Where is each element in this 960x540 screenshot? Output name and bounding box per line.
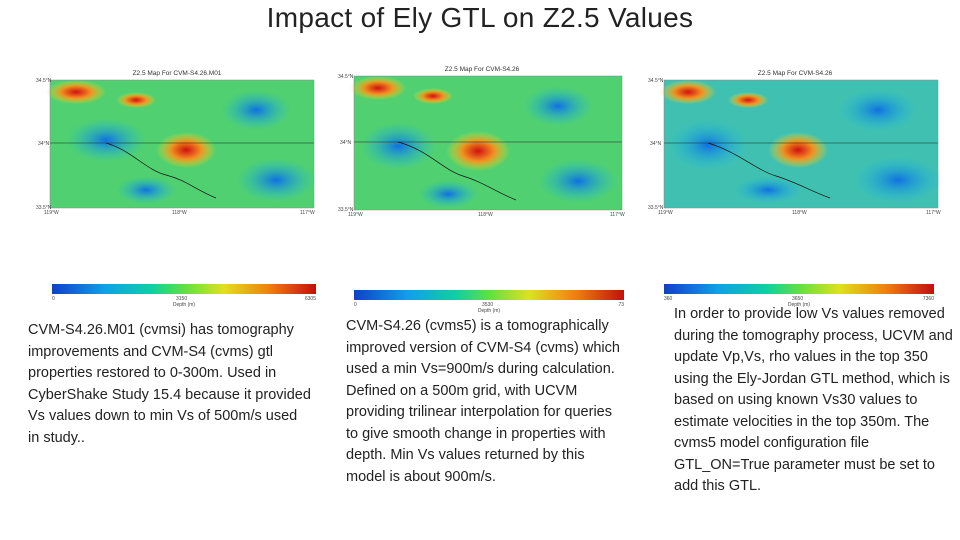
colorbar-max: 7360 bbox=[922, 296, 934, 302]
lon-left-label: 119°W bbox=[658, 210, 673, 216]
colorbar-min: 0 bbox=[354, 302, 357, 308]
colorbar-label: Depth (m) bbox=[172, 302, 196, 308]
colorbar-label: Depth (m) bbox=[787, 302, 811, 308]
colorbar-max: 73 bbox=[618, 302, 624, 308]
lat-top-label: 34.5°N bbox=[338, 74, 354, 80]
description-2: CVM-S4.26 (cvms5) is a tomographically i… bbox=[346, 318, 620, 485]
colorbar-gradient bbox=[52, 284, 316, 294]
page-title: Impact of Ely GTL on Z2.5 Values bbox=[266, 2, 694, 33]
z25-heatmap bbox=[46, 79, 316, 209]
colorbar-label: Depth (m) bbox=[477, 308, 501, 314]
colorbar-1: 0 3150 6305 Depth (m) bbox=[52, 284, 316, 310]
z25-heatmap bbox=[350, 75, 623, 211]
lon-mid-label: 118°W bbox=[172, 210, 187, 216]
colorbar-max: 6305 bbox=[304, 296, 316, 302]
colorbar-gradient bbox=[664, 284, 934, 294]
map-panel-3: Z2.5 Map For CVM-S4.26 34.5°N 34°N 33.5°… bbox=[648, 70, 942, 220]
colorbar-mid: 3650 bbox=[792, 296, 804, 302]
lat-bottom-label: 33.5°N bbox=[648, 205, 664, 211]
lat-top-label: 34.5°N bbox=[648, 78, 664, 84]
lon-left-label: 119°W bbox=[348, 212, 363, 218]
description-3: In order to provide low Vs values remove… bbox=[674, 306, 953, 494]
z25-heatmap bbox=[660, 79, 942, 209]
lon-right-label: 117°W bbox=[926, 210, 941, 216]
lon-mid-label: 118°W bbox=[792, 210, 807, 216]
lat-mid-label: 34°N bbox=[340, 140, 352, 146]
map-panel-1: Z2.5 Map For CVM-S4.26.M01 34.5°N 34°N 3… bbox=[36, 70, 318, 220]
lon-right-label: 117°W bbox=[300, 210, 315, 216]
lat-mid-label: 34°N bbox=[650, 141, 662, 147]
lat-bottom-label: 33.5°N bbox=[36, 205, 52, 211]
lat-bottom-label: 33.5°N bbox=[338, 207, 354, 213]
colorbar-min: 0 bbox=[52, 296, 55, 302]
colorbar-gradient bbox=[354, 290, 624, 300]
lat-top-label: 34.5°N bbox=[36, 78, 52, 84]
colorbar-mid: 3150 bbox=[176, 296, 188, 302]
lon-right-label: 117°W bbox=[610, 212, 625, 218]
lon-mid-label: 118°W bbox=[478, 212, 493, 218]
map-title: Z2.5 Map For CVM-S4.26.M01 bbox=[132, 70, 222, 77]
lat-mid-label: 34°N bbox=[38, 141, 50, 147]
colorbar-mid: 3530 bbox=[482, 302, 494, 308]
colorbar-2: 0 3530 73 Depth (m) bbox=[354, 290, 624, 316]
description-1: CVM-S4.26.M01 (cvmsi) has tomography imp… bbox=[28, 322, 311, 446]
lon-left-label: 119°W bbox=[44, 210, 59, 216]
map-title: Z2.5 Map For CVM-S4.26 bbox=[444, 66, 520, 73]
colorbar-min: 360 bbox=[664, 296, 673, 302]
map-title: Z2.5 Map For CVM-S4.26 bbox=[757, 70, 833, 77]
colorbar-3: 360 3650 7360 Depth (m) bbox=[664, 284, 934, 310]
map-panel-2: Z2.5 Map For CVM-S4.26 34.5°N 34°N 33.5°… bbox=[338, 66, 626, 220]
